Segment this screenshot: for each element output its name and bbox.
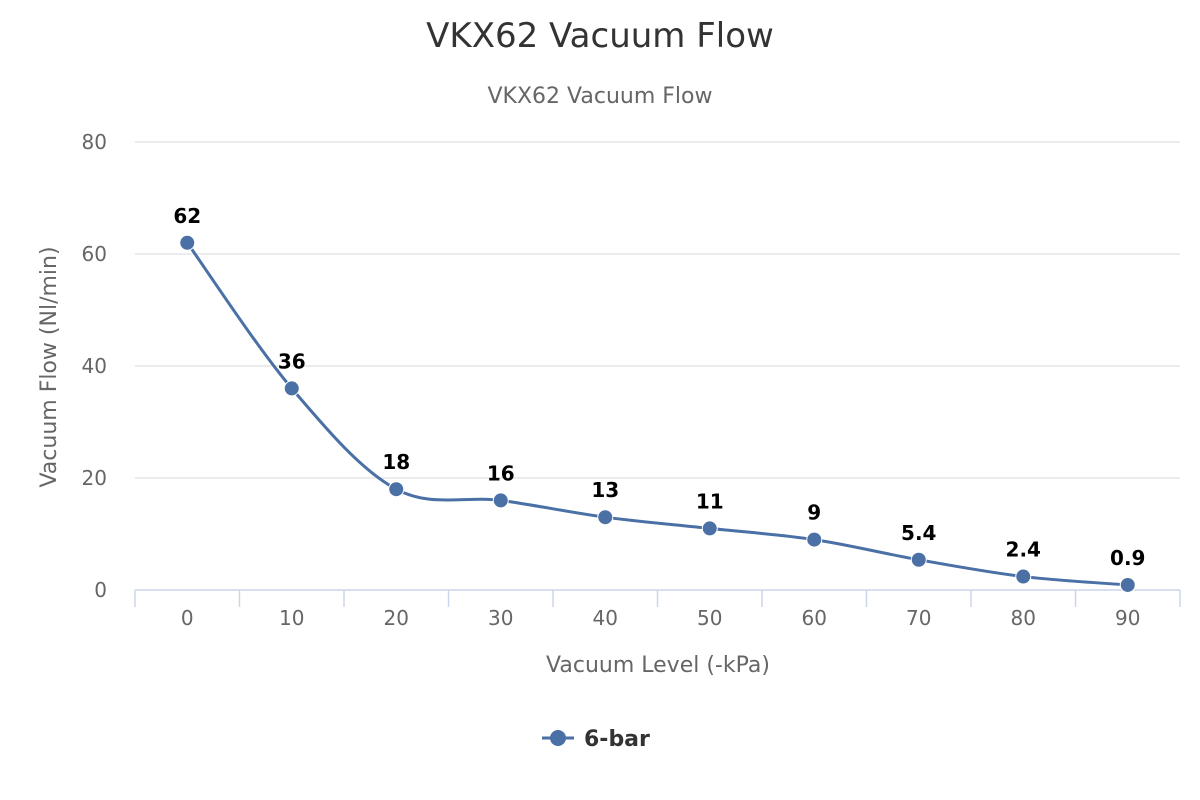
y-tick-label: 60 [82,242,107,266]
y-axis-title: Vacuum Flow (Nl/min) [37,246,62,487]
x-tick-label: 50 [697,606,722,630]
data-point[interactable] [283,380,300,397]
x-axis-ticks: 0 10 20 30 40 50 60 70 80 90 [134,590,1181,630]
data-label: 13 [591,478,619,502]
y-tick-label: 80 [82,130,107,154]
x-tick-label: 70 [906,606,931,630]
legend-label-6-bar[interactable]: 6-bar [584,727,650,752]
series-line-6-bar [185,241,1130,587]
legend[interactable]: 6-bar [542,727,650,752]
x-tick-label: 80 [1011,606,1036,630]
data-label: 62 [173,204,201,228]
data-point[interactable] [806,531,823,548]
data-point[interactable] [388,481,405,498]
data-point[interactable] [179,234,196,251]
data-label: 11 [696,489,724,513]
x-tick-label: 0 [181,606,194,630]
data-label: 16 [487,461,515,485]
data-point[interactable] [597,509,614,526]
data-point[interactable] [701,520,718,537]
y-tick-label: 40 [82,354,107,378]
plot-area: 62 36 18 16 13 11 9 5.4 2.4 0.9 [173,204,1145,593]
y-axis-ticks: 0 20 40 60 80 [82,130,107,602]
data-point[interactable] [492,492,509,509]
data-point[interactable] [1015,568,1032,585]
grid [135,141,1180,479]
x-tick-label: 40 [593,606,618,630]
data-label: 2.4 [1006,538,1041,562]
data-point[interactable] [1119,576,1136,593]
x-tick-label: 30 [488,606,513,630]
data-label: 9 [807,501,821,525]
x-axis-title: Vacuum Level (-kPa) [546,653,770,678]
x-tick-label: 60 [802,606,827,630]
x-tick-label: 10 [279,606,304,630]
x-tick-label: 20 [384,606,409,630]
y-tick-label: 0 [94,578,107,602]
data-label: 18 [382,450,410,474]
chart-title: VKX62 Vacuum Flow [426,16,774,56]
chart-subtitle: VKX62 Vacuum Flow [488,84,713,109]
data-label: 5.4 [901,521,936,545]
data-label: 0.9 [1110,546,1145,570]
y-tick-label: 20 [82,466,107,490]
data-point[interactable] [910,551,927,568]
legend-marker-6-bar [550,730,566,746]
x-tick-label: 90 [1115,606,1140,630]
data-label: 36 [278,349,306,373]
